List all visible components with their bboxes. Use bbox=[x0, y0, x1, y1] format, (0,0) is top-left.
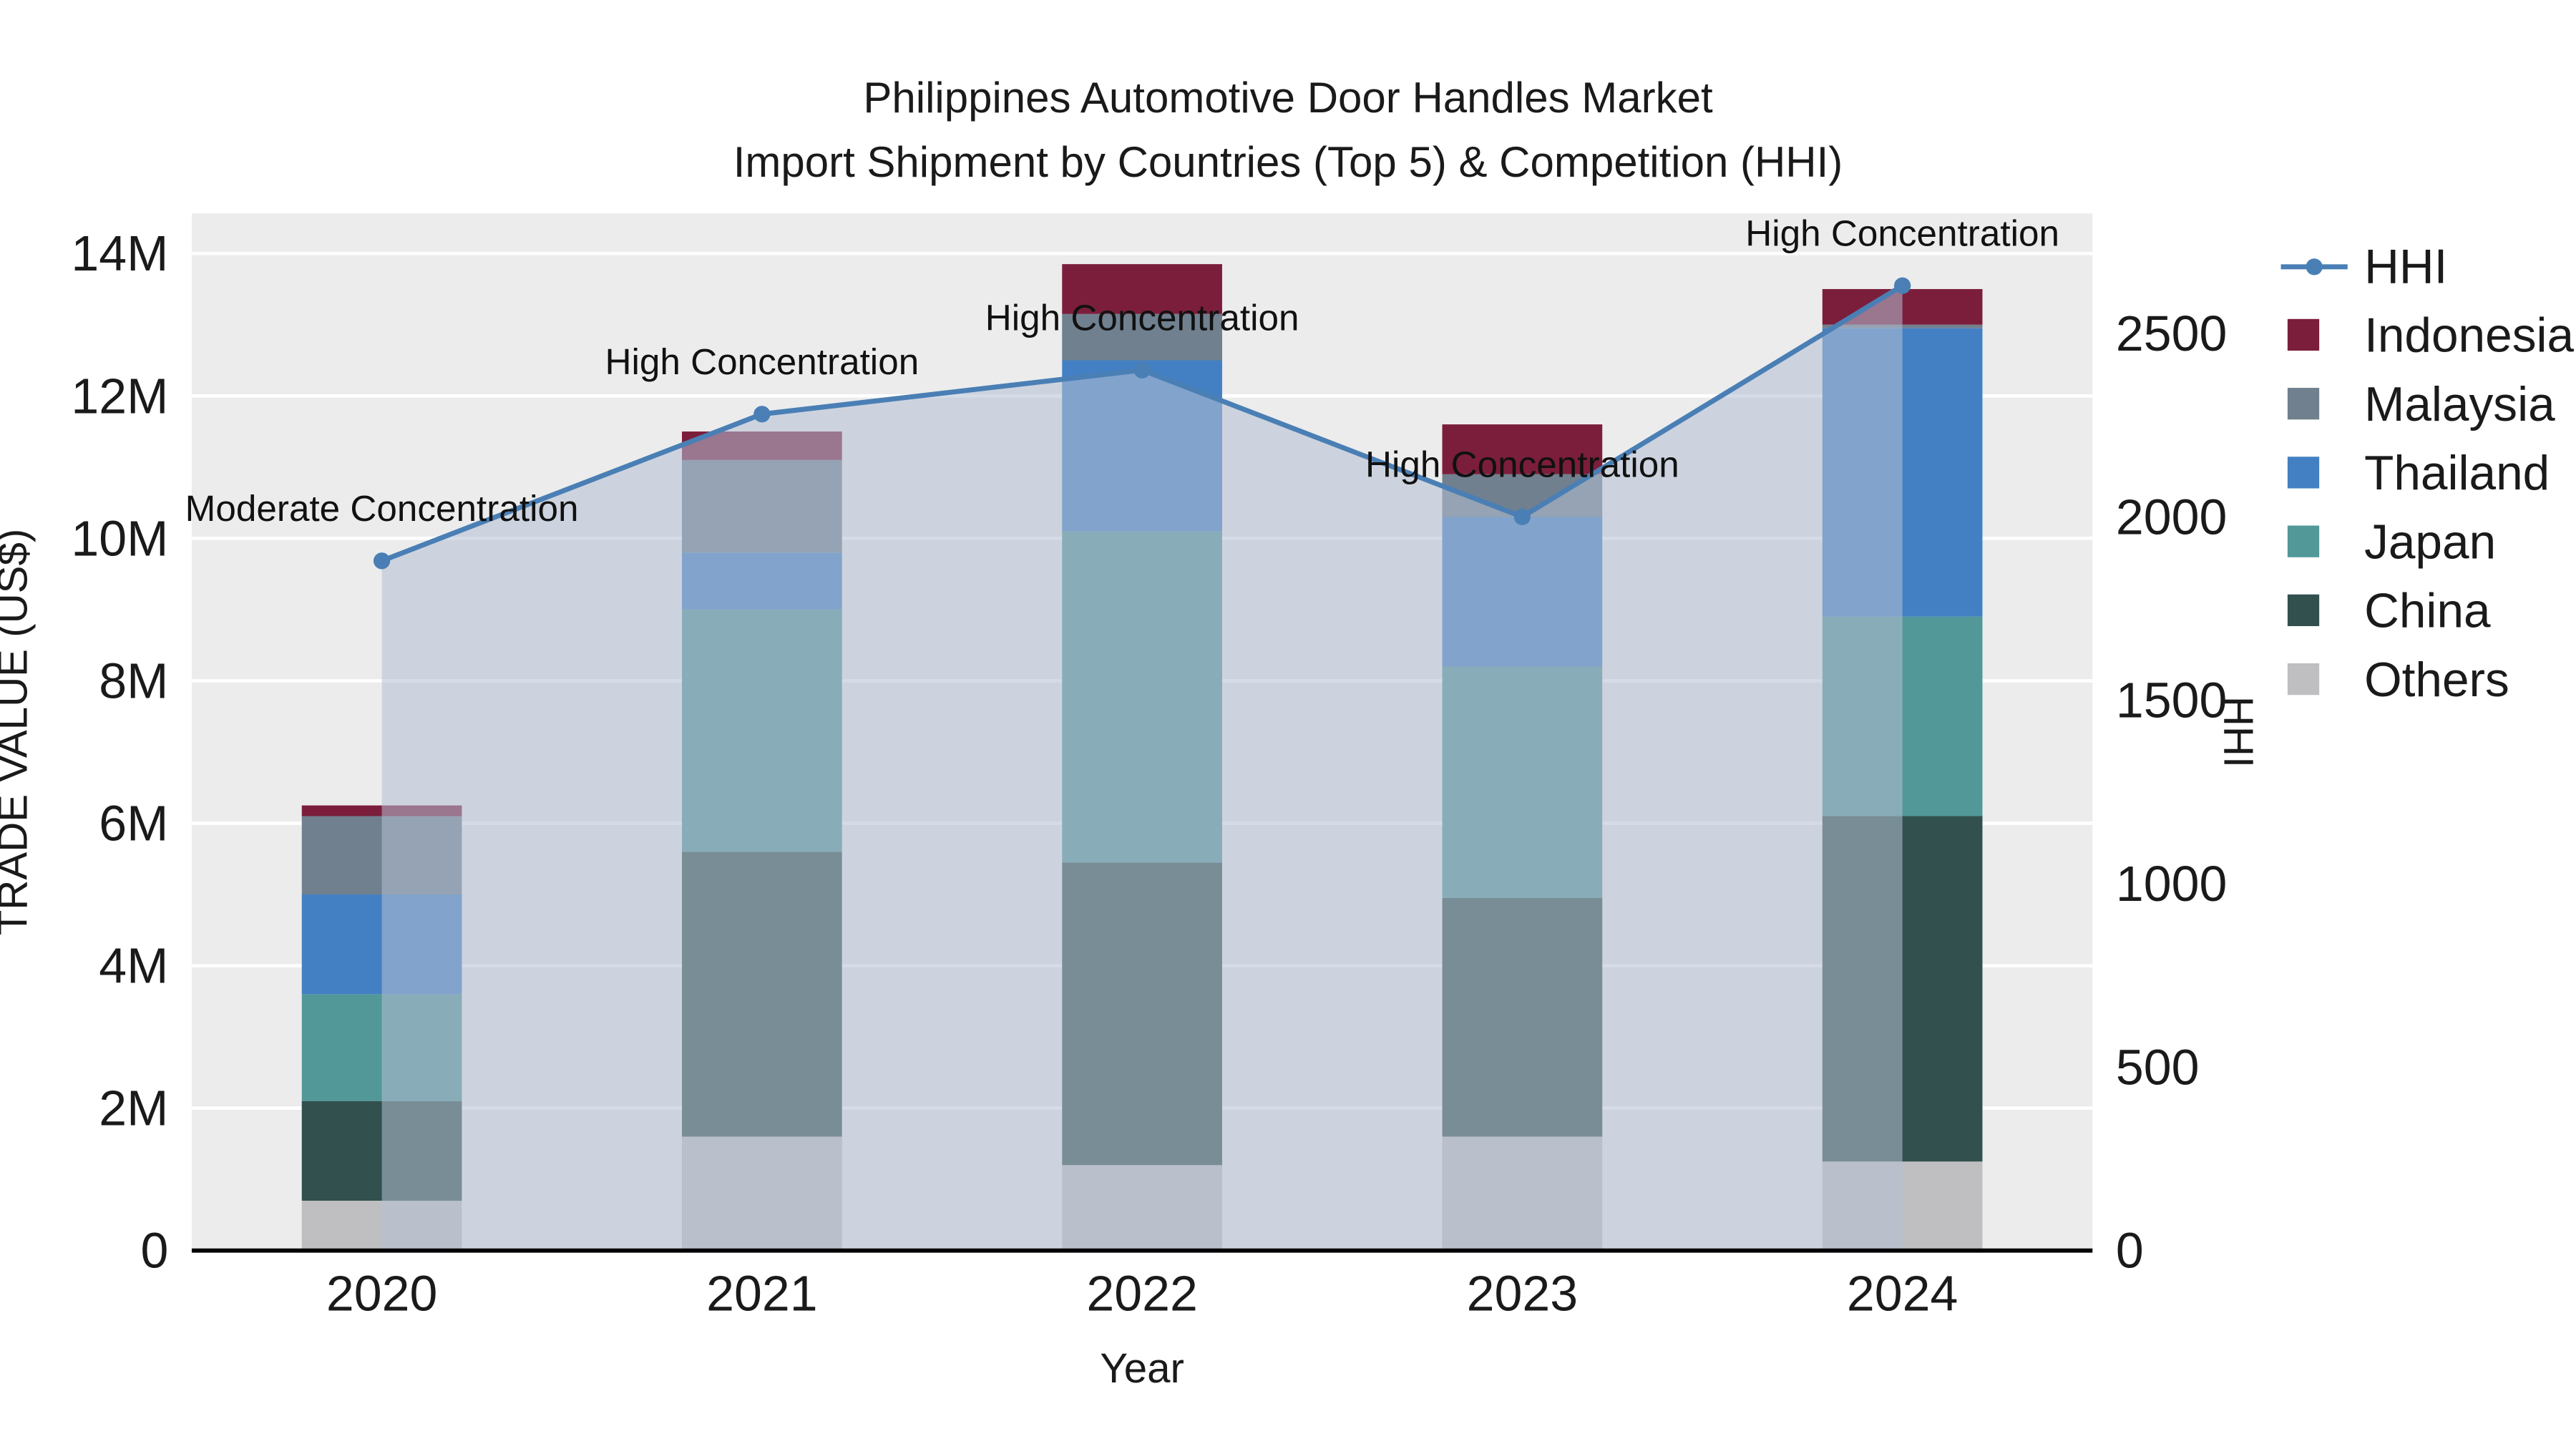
y-right-axis-title: HHI bbox=[2215, 696, 2261, 768]
hhi-marker-2021 bbox=[753, 406, 771, 423]
y-left-tick-label: 6M bbox=[99, 795, 168, 851]
legend: HHI Indonesia Malaysia Thailand Japan China Ot… bbox=[2280, 240, 2575, 707]
bar-segment-malaysia-2022 bbox=[1062, 313, 1222, 361]
chart-header: Philippines Automotive Door Handles Mark… bbox=[0, 66, 2576, 195]
annotation-2021: High Concentration bbox=[605, 341, 919, 382]
chart-subtitle: Import Shipment by Countries (Top 5) & C… bbox=[733, 138, 1843, 186]
hhi-marker-2024 bbox=[1893, 277, 1911, 294]
legend-square-swatch bbox=[2287, 388, 2320, 420]
y-left-tick-label: 4M bbox=[99, 938, 168, 994]
legend-item-others: Others bbox=[2287, 653, 2509, 707]
x-tick-label-2022: 2022 bbox=[1086, 1266, 1197, 1322]
x-tick-label-2023: 2023 bbox=[1467, 1266, 1578, 1322]
annotation-2024: High Concentration bbox=[1745, 213, 2059, 253]
y-left-tick-label: 10M bbox=[71, 510, 168, 566]
y-right-tick-label: 0 bbox=[2116, 1223, 2144, 1279]
y-left-tick-label: 2M bbox=[99, 1080, 168, 1136]
x-tick-label-2020: 2020 bbox=[326, 1266, 437, 1322]
legend-item-indonesia: Indonesia bbox=[2287, 309, 2575, 363]
legend-label: China bbox=[2364, 585, 2491, 638]
legend-item-china: China bbox=[2287, 585, 2491, 638]
legend-item-malaysia: Malaysia bbox=[2287, 378, 2555, 431]
x-tick-label-2021: 2021 bbox=[706, 1266, 817, 1322]
legend-label: Malaysia bbox=[2364, 378, 2555, 431]
x-tick-label-2024: 2024 bbox=[1847, 1266, 1958, 1322]
y-left-tick-label: 12M bbox=[71, 368, 168, 424]
y-left-axis-title: TRADE VALUE (US$) bbox=[0, 529, 36, 936]
hhi-area-fill bbox=[381, 286, 1903, 1251]
legend-square-swatch bbox=[2287, 663, 2320, 696]
chart-title: Philippines Automotive Door Handles Mark… bbox=[863, 74, 1713, 122]
bar-segment-indonesia-2022 bbox=[1062, 264, 1222, 314]
legend-item-japan: Japan bbox=[2287, 515, 2496, 569]
x-axis-title: Year bbox=[1100, 1345, 1184, 1392]
hhi-marker-2020 bbox=[373, 552, 391, 570]
legend-label: HHI bbox=[2364, 240, 2447, 293]
legend-square-swatch bbox=[2287, 318, 2320, 351]
y-left-tick-label: 0 bbox=[140, 1223, 168, 1279]
legend-item-thailand: Thailand bbox=[2287, 447, 2550, 500]
annotation-2022: High Concentration bbox=[985, 297, 1299, 338]
hhi-marker-2022 bbox=[1133, 361, 1151, 379]
legend-square-swatch bbox=[2287, 457, 2320, 489]
y-right-tick-label: 1000 bbox=[2116, 856, 2227, 912]
y-right-tick-label: 2000 bbox=[2116, 489, 2227, 545]
y-left-tick-label: 8M bbox=[99, 653, 168, 708]
legend-square-swatch bbox=[2287, 525, 2320, 557]
legend-label: Indonesia bbox=[2364, 309, 2574, 363]
y-right-tick-label: 2500 bbox=[2116, 306, 2227, 361]
hhi-marker-2023 bbox=[1513, 508, 1531, 525]
legend-label: Others bbox=[2364, 653, 2509, 707]
annotation-2020: Moderate Concentration bbox=[185, 488, 579, 529]
legend-label: Japan bbox=[2364, 515, 2496, 569]
y-left-tick-label: 14M bbox=[71, 225, 168, 281]
legend-square-swatch bbox=[2287, 594, 2320, 627]
legend-label: Thailand bbox=[2364, 447, 2550, 500]
y-right-tick-label: 500 bbox=[2116, 1039, 2200, 1095]
legend-item-hhi: HHI bbox=[2280, 240, 2447, 293]
bar-segment-indonesia-2023 bbox=[1442, 424, 1603, 474]
annotation-2023: High Concentration bbox=[1365, 444, 1679, 484]
legend-line-marker bbox=[2306, 258, 2323, 275]
y-right-tick-label: 1500 bbox=[2116, 673, 2227, 728]
